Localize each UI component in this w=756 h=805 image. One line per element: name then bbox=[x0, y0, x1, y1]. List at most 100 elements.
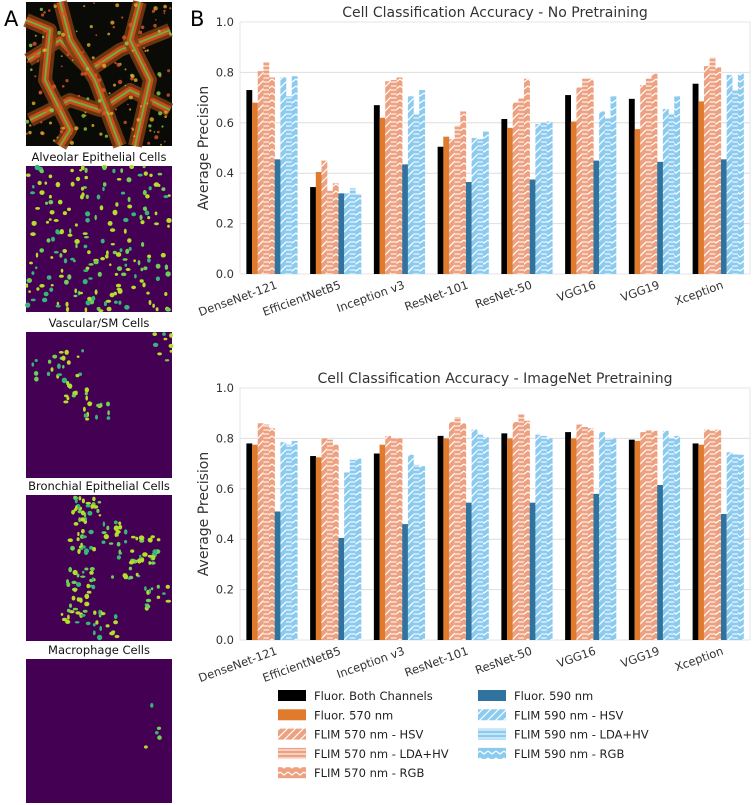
bar-efficientnetb5-s7 bbox=[349, 459, 356, 640]
bar-densenet-121-s4 bbox=[269, 77, 275, 274]
panel-label-b: B bbox=[190, 7, 204, 31]
bar-resnet-101-s2 bbox=[448, 139, 455, 274]
y-tick-label: 0.2 bbox=[216, 217, 234, 231]
bar-efficientnetb5-s8 bbox=[355, 194, 362, 274]
bar-vgg16-s2 bbox=[576, 87, 583, 275]
bar-vgg19-s0 bbox=[628, 98, 635, 274]
x-tick-label: ResNet-101 bbox=[403, 278, 471, 314]
bar-resnet-50-s5 bbox=[529, 179, 536, 274]
legend-swatch bbox=[478, 690, 506, 701]
bar-efficientnetb5-s3 bbox=[327, 439, 333, 640]
bar-inception-v3-s0 bbox=[373, 453, 380, 640]
bar-vgg16-s3 bbox=[582, 427, 588, 640]
bar-xception-s2 bbox=[703, 66, 710, 274]
bar-xception-s7 bbox=[732, 453, 739, 640]
bar-vgg16-s4 bbox=[587, 78, 594, 274]
bar-resnet-50-s2 bbox=[512, 102, 519, 274]
y-tick-label: 0.4 bbox=[216, 532, 234, 546]
bar-xception-s8 bbox=[737, 454, 744, 640]
bar-inception-v3-s1 bbox=[379, 117, 386, 274]
bar-inception-v3-s6 bbox=[407, 454, 414, 640]
bar-resnet-101-s8 bbox=[482, 437, 489, 640]
x-tick-label: ResNet-50 bbox=[473, 278, 534, 312]
bar-resnet-50-s0 bbox=[501, 119, 508, 275]
bar-efficientnetb5-s7 bbox=[349, 188, 356, 274]
bar-vgg19-s5 bbox=[657, 485, 664, 640]
bar-resnet-101-s5 bbox=[465, 182, 472, 274]
image-title-vascular: Vascular/SM Cells bbox=[49, 316, 150, 330]
bar-resnet-101-s0 bbox=[437, 146, 444, 274]
bar-resnet-101-s5 bbox=[465, 502, 472, 640]
bar-efficientnetb5-s2 bbox=[321, 438, 328, 640]
bar-vgg16-s8 bbox=[610, 438, 617, 640]
bar-vgg19-s3 bbox=[645, 429, 652, 640]
x-tick-label: VGG16 bbox=[555, 644, 598, 671]
plot-frame bbox=[239, 387, 751, 641]
bar-resnet-101-s1 bbox=[443, 438, 450, 640]
bar-vgg16-s3 bbox=[582, 78, 588, 274]
bar-resnet-50-s3 bbox=[518, 414, 525, 640]
macrophage-mask-image bbox=[26, 659, 172, 803]
y-tick-label: 0.0 bbox=[216, 633, 234, 647]
legend-label: Fluor. 570 nm bbox=[314, 708, 393, 722]
y-tick-label: 0.6 bbox=[216, 482, 234, 496]
x-tick-label: ResNet-50 bbox=[473, 644, 534, 678]
bar-resnet-50-s0 bbox=[501, 433, 508, 640]
image-title-macrophage: Macrophage Cells bbox=[48, 643, 150, 657]
bar-xception-s5 bbox=[720, 514, 727, 640]
y-tick-label: 1.0 bbox=[216, 381, 234, 395]
bar-vgg16-s1 bbox=[570, 121, 577, 274]
legend-label: FLIM 570 nm - HSV bbox=[314, 728, 423, 742]
bar-xception-s4 bbox=[715, 429, 722, 640]
y-axis-label: Average Precision bbox=[196, 452, 212, 576]
bar-inception-v3-s7 bbox=[413, 113, 420, 274]
bar-resnet-101-s7 bbox=[477, 139, 484, 274]
bar-densenet-121-s3 bbox=[263, 62, 270, 274]
legend-label: Fluor. Both Channels bbox=[314, 689, 433, 703]
bar-resnet-101-s1 bbox=[443, 136, 450, 274]
plot-frame bbox=[239, 21, 751, 275]
bar-densenet-121-s7 bbox=[286, 444, 292, 640]
bar-vgg16-s6 bbox=[599, 432, 605, 640]
bar-efficientnetb5-s4 bbox=[332, 444, 339, 640]
y-tick-label: 1.0 bbox=[216, 15, 234, 29]
bar-inception-v3-s3 bbox=[390, 79, 397, 275]
legend-swatch bbox=[478, 728, 506, 740]
bar-resnet-50-s3 bbox=[518, 97, 525, 274]
bar-densenet-121-s5 bbox=[274, 511, 281, 640]
bar-resnet-50-s7 bbox=[541, 435, 547, 640]
chart-no-pretraining: Cell Classification Accuracy - No Pretra… bbox=[196, 5, 751, 319]
legend-label: FLIM 590 nm - RGB bbox=[514, 747, 624, 761]
legend: Fluor. Both Channels Fluor. 570 nm FLIM 57… bbox=[278, 689, 649, 780]
bar-resnet-101-s2 bbox=[448, 422, 455, 640]
bar-densenet-121-s8 bbox=[291, 440, 298, 640]
bar-xception-s2 bbox=[703, 429, 710, 640]
bar-vgg19-s3 bbox=[645, 78, 652, 274]
bar-densenet-121-s1 bbox=[252, 444, 258, 640]
alveolar-mask-image bbox=[25, 164, 172, 313]
bar-resnet-101-s4 bbox=[460, 111, 467, 275]
bar-inception-v3-s5 bbox=[402, 524, 409, 640]
legend-label: FLIM 590 nm - HSV bbox=[514, 708, 623, 722]
bar-efficientnetb5-s1 bbox=[315, 171, 322, 274]
bar-vgg19-s8 bbox=[674, 435, 681, 640]
legend-label: FLIM 570 nm - RGB bbox=[314, 766, 424, 780]
x-tick-label: Inception v3 bbox=[335, 644, 407, 682]
bar-resnet-50-s4 bbox=[524, 78, 530, 274]
bar-vgg19-s2 bbox=[640, 85, 647, 274]
legend-swatch bbox=[278, 747, 306, 759]
vascular-mask-image bbox=[26, 332, 174, 478]
bar-densenet-121-s6 bbox=[280, 77, 287, 274]
bar-densenet-121-s6 bbox=[280, 442, 287, 640]
bar-xception-s6 bbox=[726, 74, 733, 274]
bar-resnet-50-s5 bbox=[529, 502, 536, 640]
y-tick-label: 0.0 bbox=[216, 267, 234, 281]
legend-swatch bbox=[478, 747, 506, 759]
bar-xception-s8 bbox=[737, 73, 744, 274]
bar-resnet-50-s6 bbox=[535, 124, 542, 274]
panel-label-a: A bbox=[4, 7, 19, 31]
legend-swatch bbox=[278, 709, 306, 721]
legend-swatch bbox=[278, 728, 306, 740]
chart-imagenet-pretraining: Cell Classification Accuracy - ImageNet … bbox=[196, 371, 751, 685]
bar-xception-s0 bbox=[692, 83, 699, 275]
